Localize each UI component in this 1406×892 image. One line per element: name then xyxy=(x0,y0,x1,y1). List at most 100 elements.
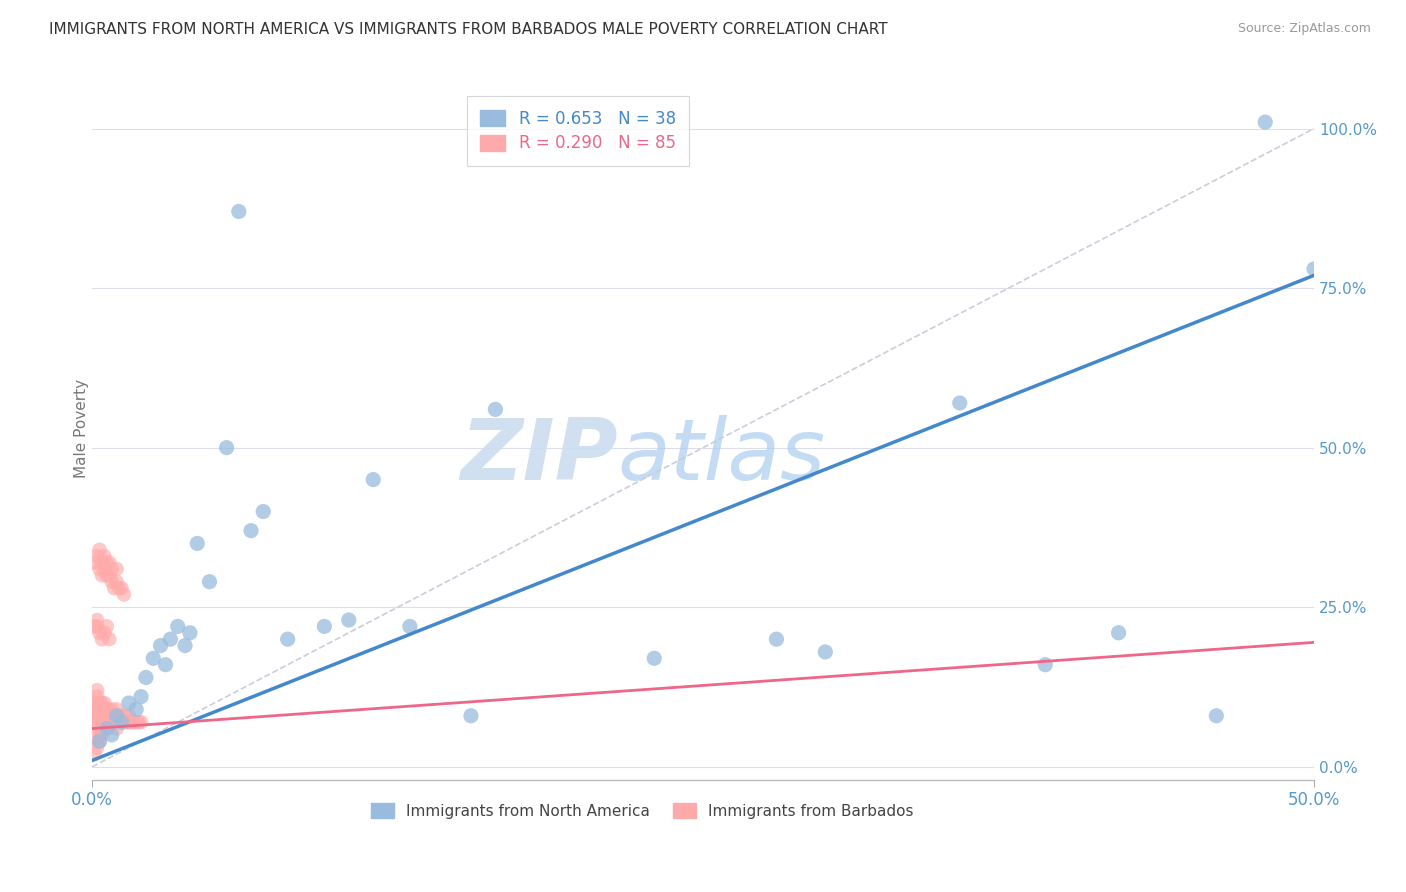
Legend: Immigrants from North America, Immigrants from Barbados: Immigrants from North America, Immigrant… xyxy=(364,797,920,824)
Immigrants from North America xyxy=(198,574,221,589)
Immigrants from North America xyxy=(186,536,208,550)
Immigrants from Barbados xyxy=(89,728,111,742)
Immigrants from Barbados xyxy=(91,556,114,570)
Immigrants from Barbados xyxy=(125,715,148,730)
Immigrants from Barbados xyxy=(86,734,108,748)
Text: IMMIGRANTS FROM NORTH AMERICA VS IMMIGRANTS FROM BARBADOS MALE POVERTY CORRELATI: IMMIGRANTS FROM NORTH AMERICA VS IMMIGRA… xyxy=(49,22,887,37)
Immigrants from North America xyxy=(179,625,201,640)
Immigrants from Barbados xyxy=(83,722,105,736)
Immigrants from Barbados xyxy=(100,574,122,589)
Immigrants from North America xyxy=(252,504,274,518)
Immigrants from Barbados xyxy=(108,715,131,730)
Immigrants from Barbados xyxy=(91,728,114,742)
Text: ZIP: ZIP xyxy=(460,415,617,498)
Immigrants from North America xyxy=(1254,115,1277,129)
Immigrants from Barbados xyxy=(122,715,145,730)
Immigrants from Barbados xyxy=(89,708,111,723)
Immigrants from North America xyxy=(105,708,128,723)
Immigrants from Barbados xyxy=(96,702,118,716)
Immigrants from North America xyxy=(1303,262,1326,277)
Immigrants from Barbados xyxy=(105,722,128,736)
Immigrants from Barbados xyxy=(86,702,108,716)
Immigrants from North America xyxy=(125,702,148,716)
Immigrants from Barbados xyxy=(118,708,141,723)
Immigrants from North America xyxy=(228,204,250,219)
Immigrants from Barbados xyxy=(89,722,111,736)
Immigrants from Barbados xyxy=(98,632,121,647)
Immigrants from North America xyxy=(159,632,181,647)
Immigrants from Barbados xyxy=(86,690,108,704)
Immigrants from Barbados xyxy=(93,715,115,730)
Immigrants from Barbados xyxy=(96,715,118,730)
Immigrants from Barbados xyxy=(110,581,132,595)
Immigrants from Barbados xyxy=(100,708,122,723)
Immigrants from Barbados xyxy=(103,715,125,730)
Immigrants from Barbados xyxy=(103,581,125,595)
Immigrants from Barbados xyxy=(112,708,135,723)
Immigrants from Barbados xyxy=(108,581,131,595)
Immigrants from Barbados xyxy=(110,708,132,723)
Immigrants from Barbados xyxy=(98,708,121,723)
Immigrants from Barbados xyxy=(86,696,108,710)
Immigrants from Barbados xyxy=(86,613,108,627)
Immigrants from North America xyxy=(337,613,360,627)
Immigrants from Barbados xyxy=(93,708,115,723)
Immigrants from North America xyxy=(1108,625,1130,640)
Immigrants from Barbados xyxy=(103,708,125,723)
Immigrants from North America xyxy=(100,728,122,742)
Immigrants from Barbados xyxy=(105,702,128,716)
Immigrants from Barbados xyxy=(105,715,128,730)
Immigrants from Barbados xyxy=(96,619,118,633)
Immigrants from Barbados xyxy=(98,702,121,716)
Immigrants from North America xyxy=(89,734,111,748)
Immigrants from Barbados xyxy=(93,696,115,710)
Immigrants from Barbados xyxy=(93,549,115,564)
Immigrants from Barbados xyxy=(100,715,122,730)
Immigrants from Barbados xyxy=(108,708,131,723)
Immigrants from Barbados xyxy=(98,715,121,730)
Immigrants from North America xyxy=(765,632,787,647)
Immigrants from Barbados xyxy=(89,696,111,710)
Immigrants from Barbados xyxy=(86,619,108,633)
Text: Source: ZipAtlas.com: Source: ZipAtlas.com xyxy=(1237,22,1371,36)
Immigrants from North America xyxy=(399,619,422,633)
Immigrants from Barbados xyxy=(98,568,121,582)
Immigrants from Barbados xyxy=(86,740,108,755)
Immigrants from North America xyxy=(155,657,177,672)
Immigrants from Barbados xyxy=(83,696,105,710)
Immigrants from North America xyxy=(277,632,299,647)
Immigrants from Barbados xyxy=(93,625,115,640)
Immigrants from North America xyxy=(1033,657,1056,672)
Immigrants from Barbados xyxy=(89,702,111,716)
Immigrants from Barbados xyxy=(110,715,132,730)
Immigrants from North America xyxy=(1205,708,1227,723)
Immigrants from Barbados xyxy=(93,562,115,576)
Immigrants from Barbados xyxy=(83,702,105,716)
Immigrants from Barbados xyxy=(89,542,111,557)
Immigrants from North America xyxy=(314,619,336,633)
Immigrants from Barbados xyxy=(105,562,128,576)
Immigrants from Barbados xyxy=(93,702,115,716)
Immigrants from Barbados xyxy=(100,702,122,716)
Immigrants from Barbados xyxy=(96,556,118,570)
Immigrants from Barbados xyxy=(86,549,108,564)
Immigrants from North America xyxy=(110,715,132,730)
Immigrants from Barbados xyxy=(83,747,105,761)
Immigrants from North America xyxy=(814,645,837,659)
Immigrants from North America xyxy=(96,722,118,736)
Immigrants from Barbados xyxy=(86,715,108,730)
Immigrants from Barbados xyxy=(115,715,138,730)
Immigrants from Barbados xyxy=(129,715,152,730)
Immigrants from Barbados xyxy=(83,708,105,723)
Immigrants from North America xyxy=(949,396,972,410)
Y-axis label: Male Poverty: Male Poverty xyxy=(73,379,89,478)
Immigrants from North America xyxy=(118,696,141,710)
Immigrants from North America xyxy=(166,619,188,633)
Immigrants from North America xyxy=(142,651,165,665)
Immigrants from Barbados xyxy=(105,708,128,723)
Immigrants from Barbados xyxy=(91,708,114,723)
Text: atlas: atlas xyxy=(617,415,825,498)
Immigrants from Barbados xyxy=(100,562,122,576)
Immigrants from Barbados xyxy=(96,568,118,582)
Immigrants from Barbados xyxy=(112,587,135,601)
